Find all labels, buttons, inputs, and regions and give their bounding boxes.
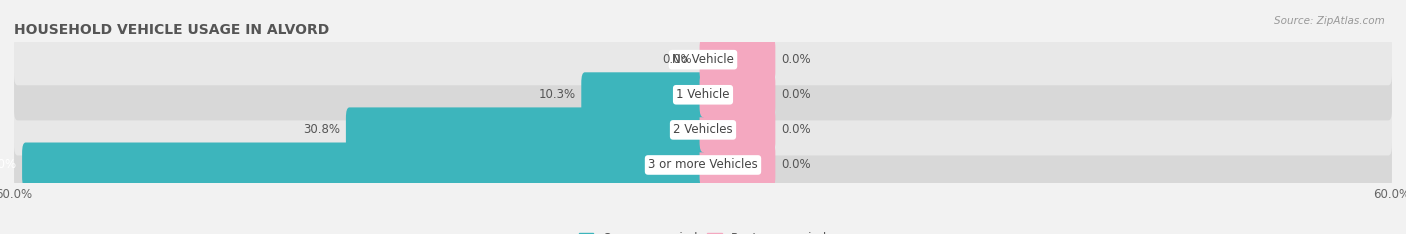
Text: 2 Vehicles: 2 Vehicles (673, 123, 733, 136)
Text: 0.0%: 0.0% (782, 88, 811, 101)
Text: 0.0%: 0.0% (782, 123, 811, 136)
Text: Source: ZipAtlas.com: Source: ZipAtlas.com (1274, 16, 1385, 26)
Text: No Vehicle: No Vehicle (672, 53, 734, 66)
FancyBboxPatch shape (700, 37, 775, 82)
FancyBboxPatch shape (700, 72, 775, 117)
FancyBboxPatch shape (22, 143, 706, 187)
FancyBboxPatch shape (581, 72, 706, 117)
Text: HOUSEHOLD VEHICLE USAGE IN ALVORD: HOUSEHOLD VEHICLE USAGE IN ALVORD (14, 23, 329, 37)
FancyBboxPatch shape (14, 139, 1392, 190)
Legend: Owner-occupied, Renter-occupied: Owner-occupied, Renter-occupied (574, 227, 832, 234)
Text: 10.3%: 10.3% (538, 88, 575, 101)
FancyBboxPatch shape (700, 107, 775, 152)
Text: 3 or more Vehicles: 3 or more Vehicles (648, 158, 758, 172)
Text: 0.0%: 0.0% (782, 158, 811, 172)
FancyBboxPatch shape (346, 107, 706, 152)
Text: 59.0%: 59.0% (0, 158, 17, 172)
FancyBboxPatch shape (14, 34, 1392, 85)
Text: 30.8%: 30.8% (304, 123, 340, 136)
FancyBboxPatch shape (700, 143, 775, 187)
FancyBboxPatch shape (14, 69, 1392, 120)
Text: 0.0%: 0.0% (662, 53, 692, 66)
Text: 1 Vehicle: 1 Vehicle (676, 88, 730, 101)
Text: 0.0%: 0.0% (782, 53, 811, 66)
FancyBboxPatch shape (14, 104, 1392, 155)
